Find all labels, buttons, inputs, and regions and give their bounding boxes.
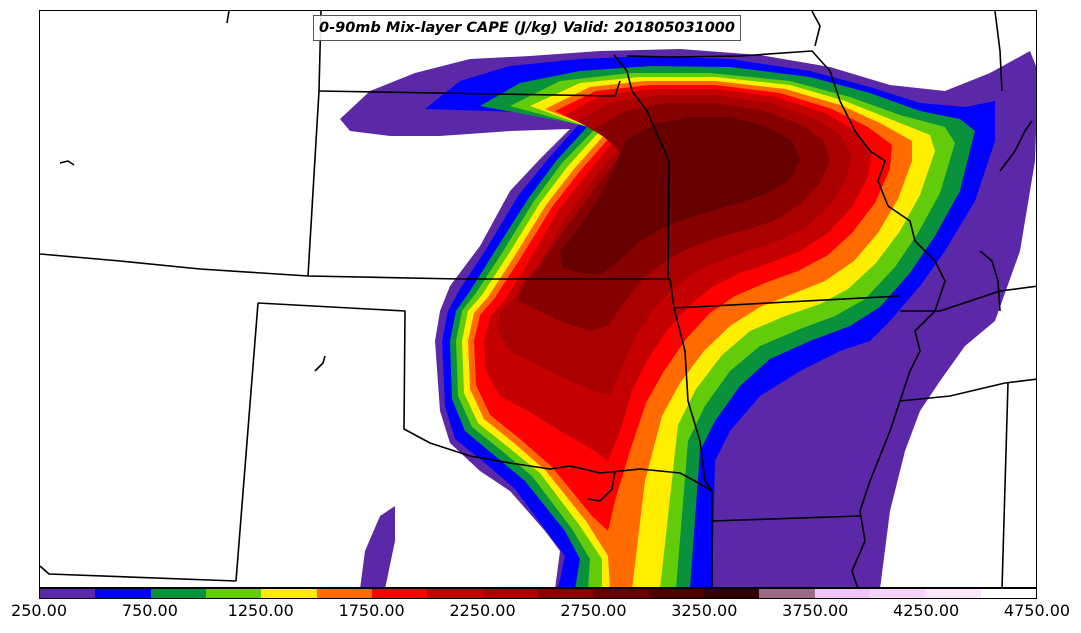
colorbar-swatch: [593, 589, 649, 598]
colorbar-tick-label: 750.00: [121, 601, 178, 620]
colorbar-swatch: [980, 589, 1036, 598]
state-boundary-line: [235, 302, 259, 582]
state-boundary-line: [314, 355, 326, 372]
state-boundary-line: [994, 11, 1003, 92]
colorbar-swatch: [703, 589, 760, 598]
state-boundary-line: [587, 470, 616, 502]
colorbar-tick-label: 250.00: [11, 601, 67, 620]
colorbar-tick-label: 1250.00: [227, 601, 294, 620]
state-boundary-line: [307, 11, 322, 277]
map-panel: [39, 10, 1037, 588]
state-boundary-line: [811, 11, 821, 47]
colorbar-tick-label: 4250.00: [893, 601, 960, 620]
state-boundary-line: [899, 378, 1036, 402]
map-title: 0-90mb Mix-layer CAPE (J/kg) Valid: 2018…: [313, 15, 741, 41]
colorbar-swatch: [427, 589, 483, 598]
state-boundary-line: [1001, 382, 1009, 587]
state-boundary-line: [40, 253, 670, 280]
colorbar-tick-label: 2750.00: [560, 601, 627, 620]
state-boundary-line: [626, 50, 946, 587]
state-boundary-line: [59, 160, 75, 166]
colorbar-tick-label: 1750.00: [338, 601, 405, 620]
state-boundaries: [40, 11, 1036, 587]
colorbar-swatch: [371, 589, 428, 598]
colorbar-swatch: [869, 589, 926, 598]
colorbar-swatch: [537, 589, 594, 598]
colorbar-swatch: [150, 589, 206, 598]
state-boundary-line: [979, 250, 1001, 312]
colorbar-swatch: [261, 589, 317, 598]
state-boundary-line: [673, 295, 901, 309]
colorbar-tick-label: 2250.00: [449, 601, 516, 620]
state-boundary-line: [900, 285, 1036, 312]
colorbar-tick-label: 4750.00: [1003, 601, 1071, 620]
state-boundary-line: [318, 80, 621, 97]
colorbar-swatch: [648, 589, 704, 598]
colorbar-swatch: [95, 589, 151, 598]
colorbar: [39, 588, 1037, 599]
colorbar-swatch: [814, 589, 870, 598]
colorbar-swatch: [925, 589, 981, 598]
colorbar-swatch: [759, 589, 815, 598]
state-boundary-line: [40, 565, 237, 582]
colorbar-tick-label: 3750.00: [782, 601, 849, 620]
colorbar-labels: 250.00 750.00 1250.00 1750.00 2250.00 2750.00…: [0, 601, 1081, 625]
state-boundary-line: [711, 515, 861, 522]
cape-contour-l250: [360, 506, 395, 587]
colorbar-swatch: [40, 589, 96, 598]
colorbar-swatch: [316, 589, 372, 598]
colorbar-swatch: [482, 589, 538, 598]
colorbar-swatch: [205, 589, 262, 598]
state-boundary-line: [669, 278, 713, 587]
cape-map: [40, 11, 1036, 587]
colorbar-tick-label: 3250.00: [671, 601, 738, 620]
state-boundary-line: [999, 120, 1033, 172]
state-boundary-line: [613, 54, 670, 280]
cape-contour-l2750: [560, 117, 800, 275]
cape-contour-fills: [340, 49, 1036, 587]
state-boundary-line: [226, 11, 230, 24]
state-boundary-line: [257, 302, 713, 492]
